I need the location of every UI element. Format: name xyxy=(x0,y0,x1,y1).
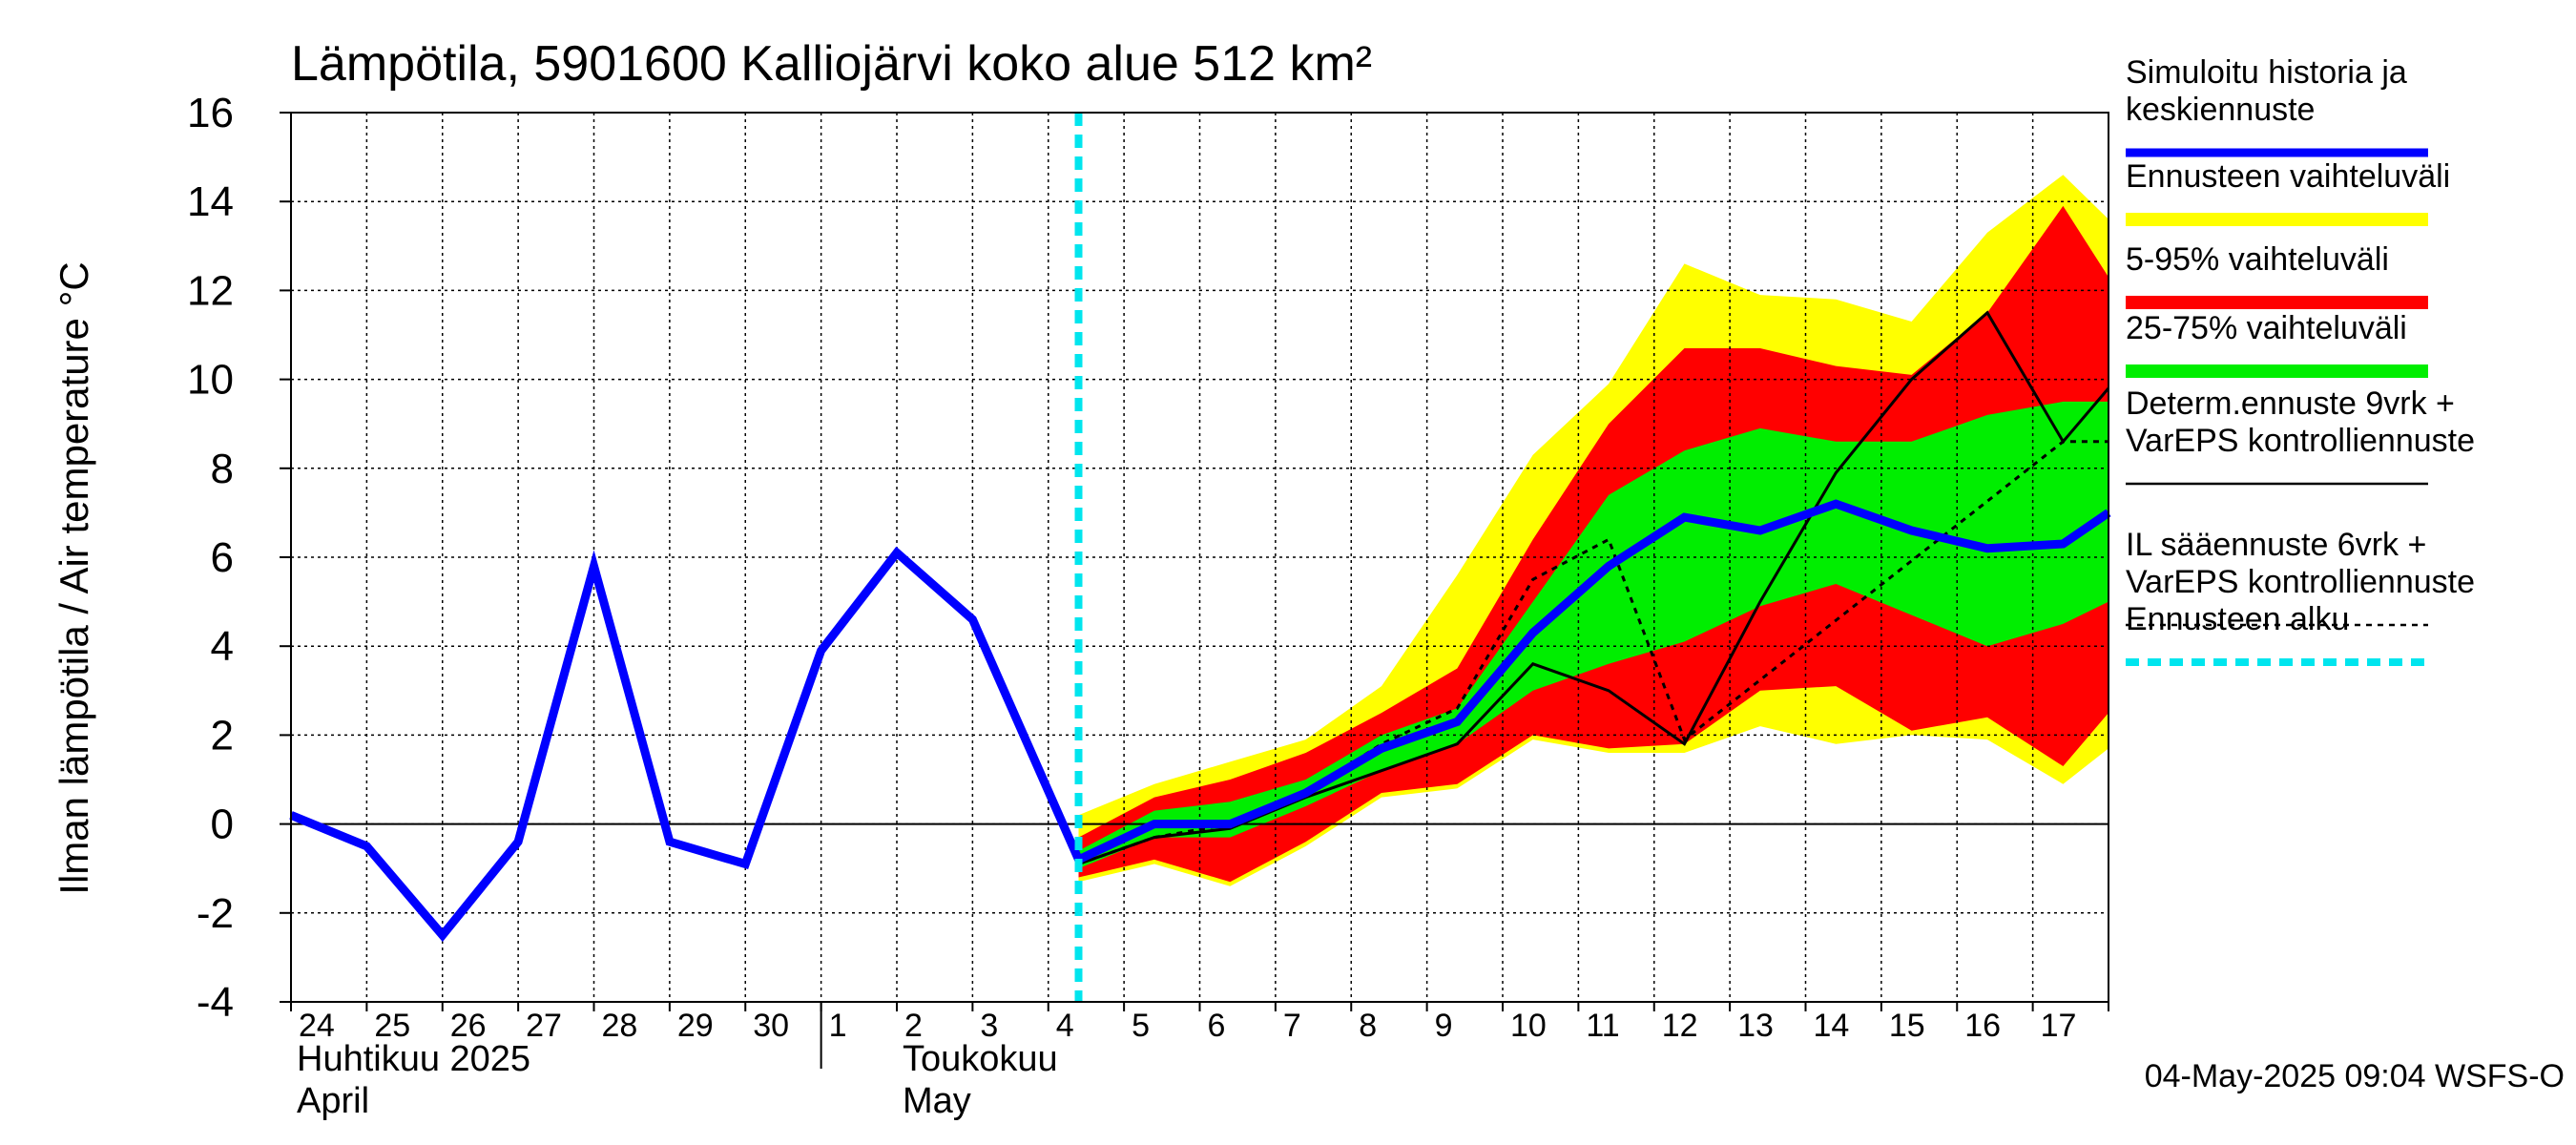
forecast-bands xyxy=(1078,175,2109,886)
y-tick-label: 16 xyxy=(187,90,234,136)
legend-item: Ennusteen vaihteluväli xyxy=(2126,158,2450,226)
legend: Simuloitu historia jakeskiennusteEnnuste… xyxy=(2126,54,2475,666)
x-tick-label: 25 xyxy=(374,1008,410,1044)
y-tick-label: 14 xyxy=(187,178,234,225)
x-tick-label: 2 xyxy=(904,1008,923,1044)
x-axis-ticks: 24 25 26 27 28 29 30 1 2 3 4 5 6 7 8 9 10 11 12 13 14 15 16 17H… xyxy=(290,1002,2109,1121)
legend-label: 5-95% vaihteluväli xyxy=(2126,241,2389,278)
simulated-history-line xyxy=(289,499,2111,943)
x-tick-label: 1 xyxy=(829,1008,847,1044)
legend-item: IL sääennuste 6vrk + VarEPS kontrollienn… xyxy=(2126,527,2475,627)
legend-item: Determ.ennuste 9vrk +VarEPS kontrollienn… xyxy=(2126,385,2475,486)
il-forecast-line xyxy=(1078,440,2109,865)
x-tick-label: 8 xyxy=(1359,1008,1377,1044)
legend-item: Ennusteen alku xyxy=(2126,601,2428,666)
x-tick-label: 5 xyxy=(1132,1008,1150,1044)
x-tick-label: 29 xyxy=(677,1008,714,1044)
legend-item: 25-75% vaihteluväli xyxy=(2126,310,2428,378)
x-tick-label: 24 xyxy=(299,1008,335,1044)
x-tick-label: 30 xyxy=(753,1008,789,1044)
x-tick-label: 12 xyxy=(1662,1008,1698,1044)
x-tick-label: 17 xyxy=(2041,1008,2077,1044)
legend-label: Ennusteen alku xyxy=(2126,601,2349,637)
y-tick-label: 6 xyxy=(211,534,234,581)
x-tick-label: 28 xyxy=(602,1008,638,1044)
y-tick-label: 4 xyxy=(211,623,234,670)
y-tick-label: 10 xyxy=(187,357,234,404)
y-tick-label: 12 xyxy=(187,267,234,314)
x-tick-label: 9 xyxy=(1435,1008,1453,1044)
legend-label: Simuloitu historia ja xyxy=(2126,54,2407,91)
x-tick-label: 3 xyxy=(980,1008,998,1044)
y-tick-label: 8 xyxy=(211,446,234,492)
legend-item: 5-95% vaihteluväli xyxy=(2126,241,2428,309)
y-tick-label: 2 xyxy=(211,712,234,759)
x-tick-label: 10 xyxy=(1510,1008,1547,1044)
y-tick-label: -4 xyxy=(197,979,234,1026)
legend-label: Determ.ennuste 9vrk + xyxy=(2126,385,2455,422)
x-tick-label: 27 xyxy=(526,1008,562,1044)
x-tick-label: 26 xyxy=(450,1008,487,1044)
x-tick-label: 13 xyxy=(1737,1008,1774,1044)
y-axis-ticks: -4 -2 0 2 4 6 8 10 12 14 16 xyxy=(187,90,291,1026)
legend-label: IL sääennuste 6vrk + xyxy=(2126,527,2426,563)
month-label-en: May xyxy=(903,1081,971,1121)
y-axis-label: Ilman lämpötila / Air temperature °C xyxy=(52,261,96,894)
legend-label: VarEPS kontrolliennuste xyxy=(2126,564,2475,600)
timestamp: 04-May-2025 09:04 WSFS-O xyxy=(2145,1058,2565,1094)
x-tick-label: 6 xyxy=(1208,1008,1226,1044)
y-tick-label: -2 xyxy=(197,890,234,937)
legend-label: keskiennuste xyxy=(2126,92,2315,128)
x-tick-label: 14 xyxy=(1814,1008,1850,1044)
x-tick-label: 7 xyxy=(1283,1008,1301,1044)
legend-label: VarEPS kontrolliennuste xyxy=(2126,423,2475,459)
x-tick-label: 11 xyxy=(1586,1008,1619,1044)
x-tick-label: 16 xyxy=(1964,1008,2001,1044)
month-label-fi: Toukokuu xyxy=(903,1039,1058,1079)
legend-label: Ennusteen vaihteluväli xyxy=(2126,158,2450,195)
y-tick-label: 0 xyxy=(211,802,234,848)
x-tick-label: 15 xyxy=(1889,1008,1925,1044)
x-tick-label: 4 xyxy=(1056,1008,1074,1044)
chart-title: Lämpötila, 5901600 Kalliojärvi koko alue… xyxy=(291,36,1372,92)
month-label-fi: Huhtikuu 2025 xyxy=(297,1039,530,1079)
p25-75-band xyxy=(1078,401,2109,869)
legend-label: 25-75% vaihteluväli xyxy=(2126,310,2407,346)
month-label-en: April xyxy=(297,1081,369,1121)
